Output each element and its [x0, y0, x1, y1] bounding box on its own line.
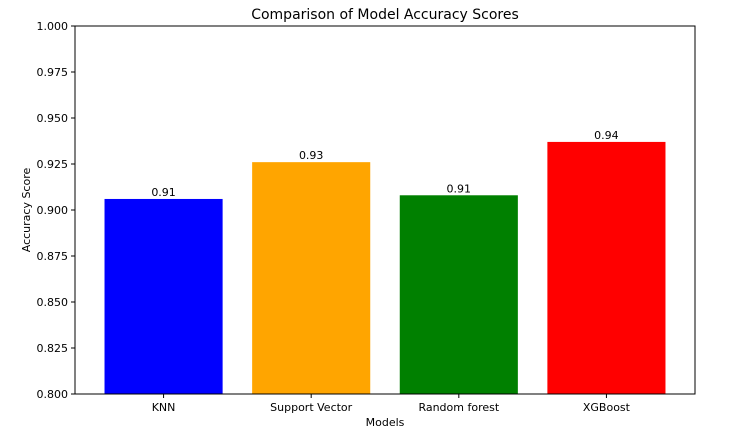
bar-knn: [104, 198, 223, 394]
chart-title: Comparison of Model Accuracy Scores: [251, 7, 519, 23]
bars-layer: 0.91 0.93 0.91 0.94: [104, 129, 666, 394]
y-axis: 0.800 0.825 0.850 0.875 0.900 0.925 0.950 0.975…: [37, 20, 75, 401]
data-label: 0.94: [594, 129, 619, 142]
data-label: 0.93: [299, 149, 324, 162]
x-tick-label: XGBoost: [583, 401, 631, 414]
y-axis-label: Accuracy Score: [20, 168, 33, 253]
y-tick-label: 0.925: [37, 158, 69, 171]
y-tick-label: 1.000: [37, 20, 69, 33]
x-tick-label: KNN: [152, 401, 176, 414]
y-tick-label: 0.850: [37, 296, 69, 309]
y-tick-label: 0.800: [37, 388, 69, 401]
x-tick-label: Random forest: [418, 401, 499, 414]
y-tick-label: 0.975: [37, 66, 69, 79]
x-axis-label: Models: [366, 416, 405, 429]
bar-xgboost: [547, 141, 666, 394]
data-label: 0.91: [151, 186, 176, 199]
y-tick-label: 0.825: [37, 342, 69, 355]
bar-random-forest: [399, 195, 518, 394]
y-tick-label: 0.900: [37, 204, 69, 217]
x-tick-label: Support Vector: [270, 401, 353, 414]
data-label: 0.91: [447, 182, 472, 195]
y-tick-label: 0.950: [37, 112, 69, 125]
y-tick-label: 0.875: [37, 250, 69, 263]
x-axis: KNN Support Vector Random forest XGBoost: [152, 394, 631, 414]
bar-support-vector: [252, 162, 371, 394]
